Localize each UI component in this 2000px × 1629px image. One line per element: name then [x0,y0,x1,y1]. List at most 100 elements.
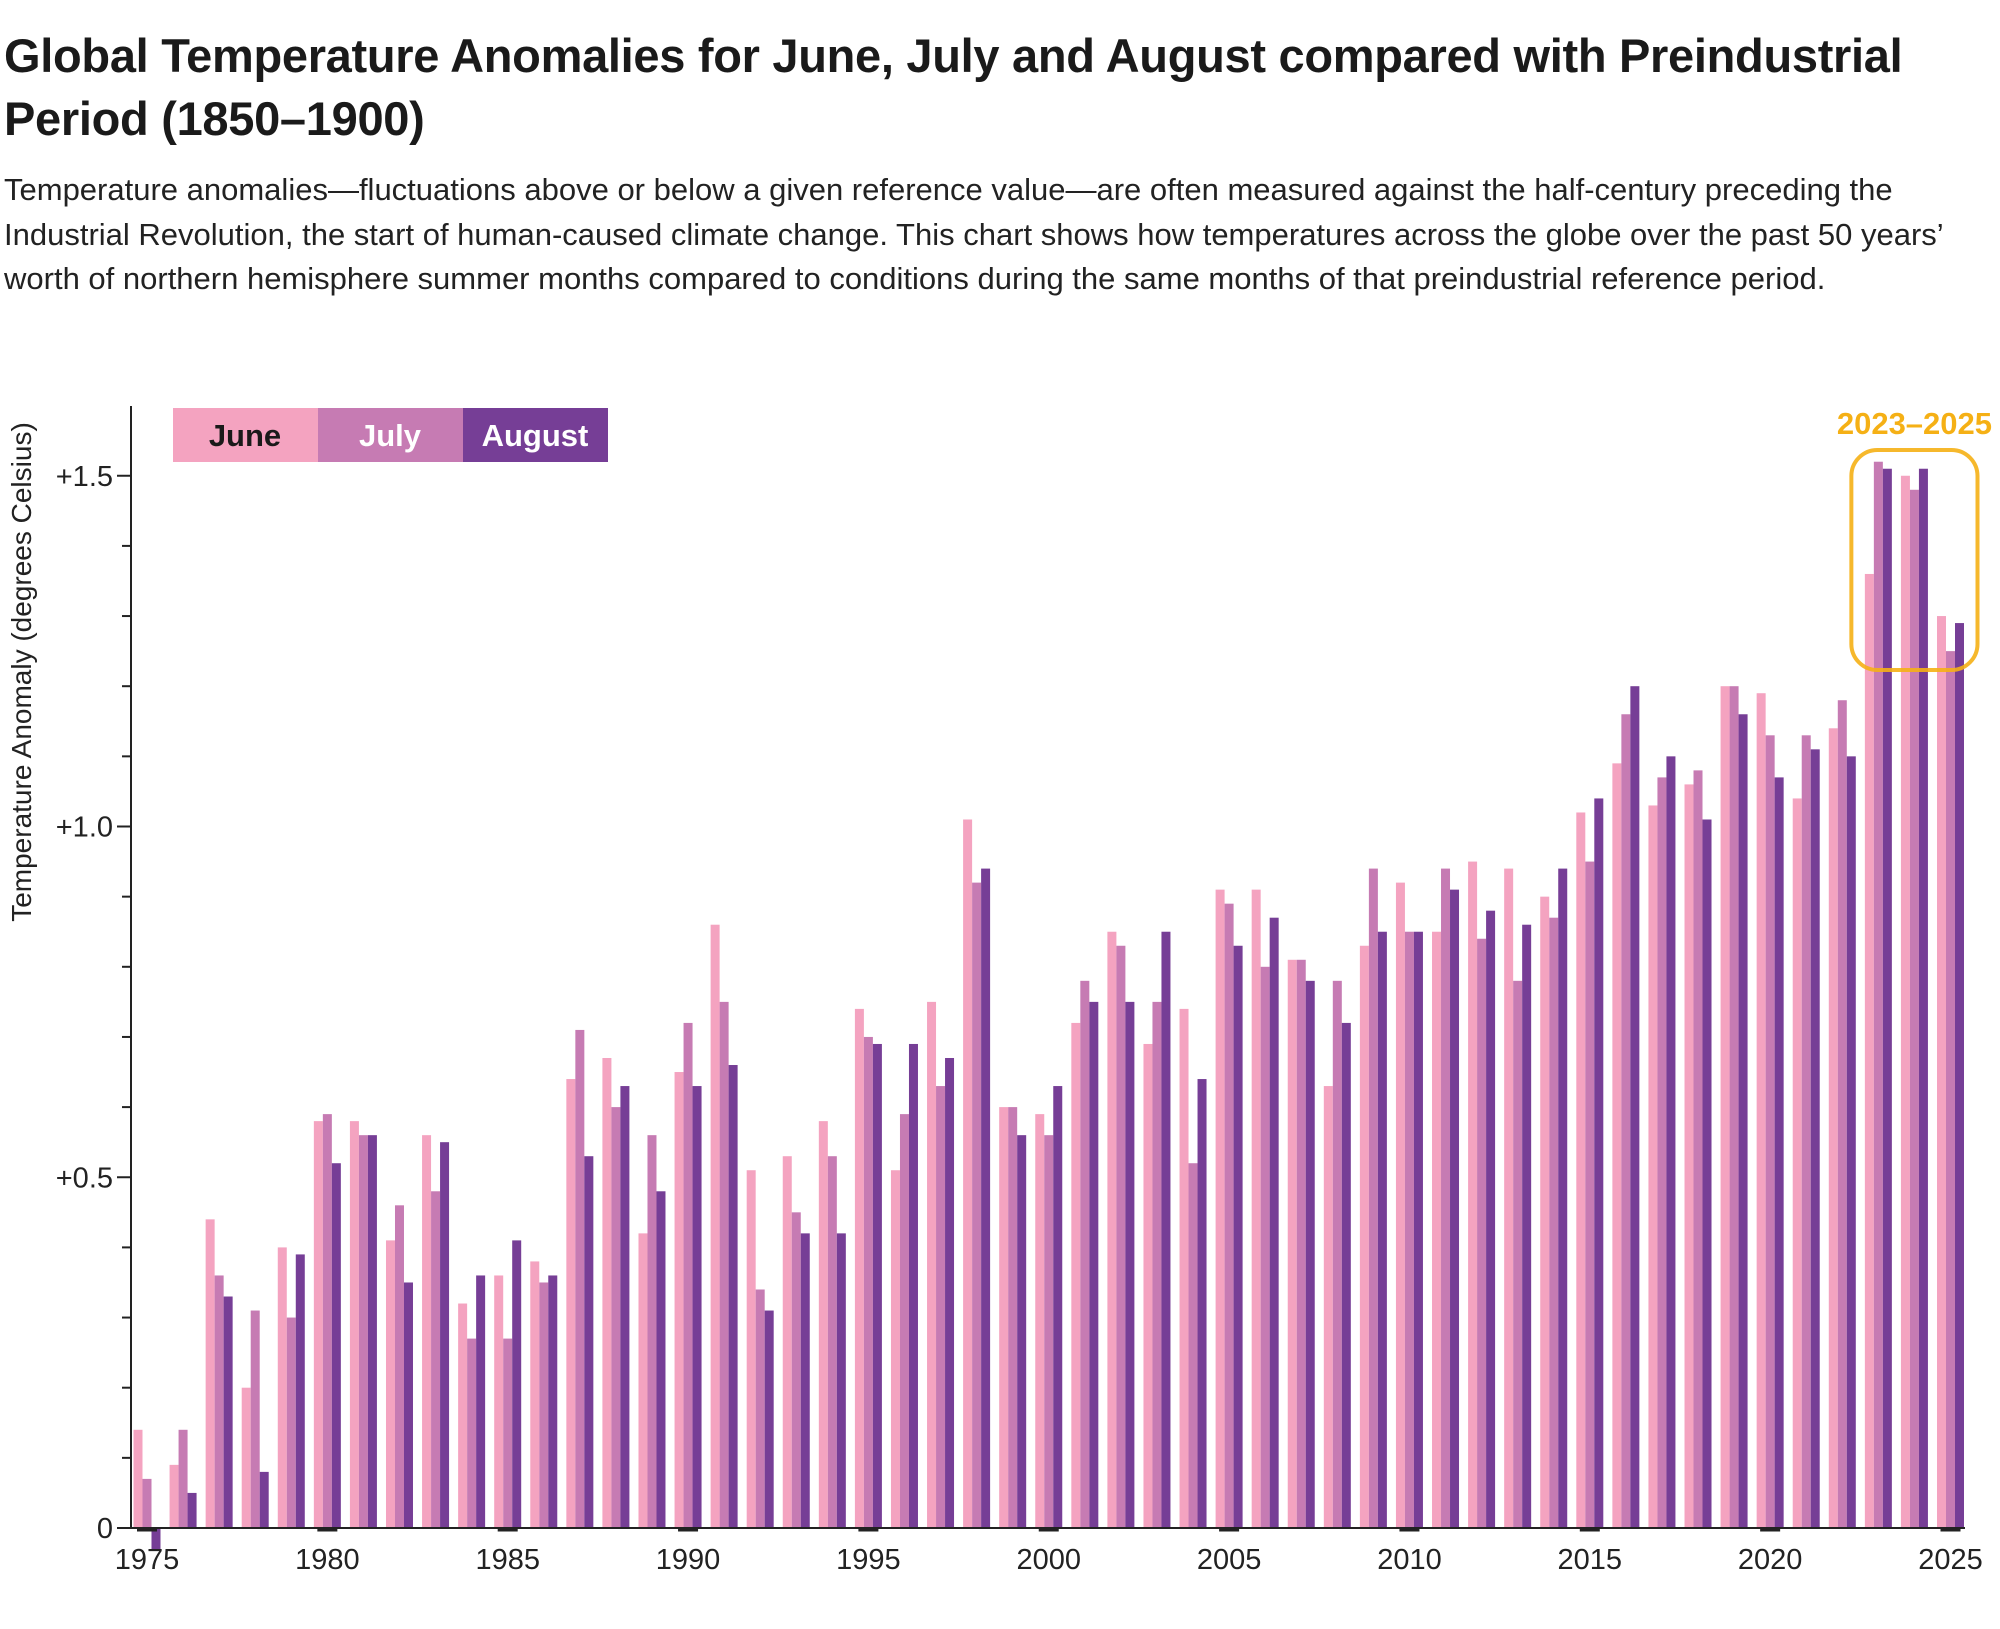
bar-august-2014 [1558,868,1568,1528]
bar-june-2020 [1756,693,1766,1528]
bar-july-2024 [1909,489,1919,1528]
bar-june-2015 [1576,812,1586,1528]
bar-july-1993 [791,1212,801,1528]
bar-june-2016 [1612,763,1622,1528]
bar-july-1976 [178,1429,188,1528]
bar-june-1983 [422,1135,432,1528]
bar-august-1993 [800,1233,810,1528]
x-tick-label: 2025 [1918,1544,1983,1576]
bar-july-2023 [1873,461,1883,1529]
bar-august-2005 [1233,945,1243,1528]
legend: June July August [173,408,608,462]
bar-august-1996 [908,1043,918,1528]
bar-june-2004 [1179,1008,1189,1528]
bar-august-1979 [295,1254,305,1528]
legend-label-june: June [209,418,281,453]
bar-june-2001 [1071,1022,1081,1528]
bar-august-1983 [440,1142,450,1528]
bar-august-2024 [1918,468,1928,1528]
bar-june-2010 [1395,882,1405,1528]
bar-july-1978 [250,1310,260,1528]
bar-july-2010 [1404,931,1414,1528]
bar-june-1977 [205,1219,215,1528]
bar-july-1995 [863,1036,873,1528]
legend-swatch-august [463,408,608,462]
bar-august-1994 [836,1233,846,1528]
bar-july-2000 [1044,1135,1054,1528]
bar-july-1997 [936,1086,946,1528]
bar-june-2011 [1432,931,1442,1528]
bar-july-1988 [611,1107,621,1528]
bar-june-2012 [1468,861,1478,1528]
bar-july-1975 [142,1478,152,1528]
bar-august-1991 [728,1065,738,1528]
bar-august-2015 [1594,798,1604,1528]
y-tick-label: 0 [97,1513,113,1545]
x-tick-label: 1990 [656,1544,721,1576]
bar-august-2021 [1810,749,1820,1528]
bar-august-1988 [620,1086,630,1528]
bar-august-1989 [656,1191,666,1528]
bar-june-2005 [1215,889,1225,1528]
bar-august-1984 [476,1275,486,1528]
bar-august-2012 [1486,910,1496,1528]
bar-june-1989 [638,1233,648,1528]
legend-label-august: August [482,418,589,453]
bar-july-2012 [1477,938,1487,1528]
bar-june-2014 [1540,896,1550,1528]
bar-july-2019 [1729,686,1739,1528]
bar-june-2024 [1900,475,1910,1528]
bar-july-2022 [1837,700,1847,1528]
bar-august-2001 [1089,1001,1099,1528]
bar-june-1999 [999,1107,1009,1528]
x-tick-label: 1995 [836,1544,901,1576]
bar-august-2018 [1702,819,1712,1528]
bar-august-2008 [1341,1022,1351,1528]
bar-august-1986 [548,1275,558,1528]
bar-june-1987 [566,1079,576,1528]
bar-july-2001 [1080,980,1090,1528]
bar-july-1979 [286,1317,296,1528]
bar-august-2003 [1161,931,1171,1528]
bar-august-2006 [1269,917,1279,1528]
bar-august-2009 [1377,931,1387,1528]
bar-june-2018 [1684,784,1694,1528]
x-tick-label: 1985 [475,1544,540,1576]
bar-june-1982 [385,1240,395,1528]
bar-june-2013 [1504,868,1514,1528]
bar-june-1996 [890,1170,900,1528]
bar-june-2009 [1359,945,1369,1528]
bar-july-2003 [1152,1001,1162,1528]
chart-title: Global Temperature Anomalies for June, J… [4,29,1903,145]
x-tick-label: 2005 [1197,1544,1262,1576]
bar-july-1987 [575,1029,585,1528]
bar-august-2020 [1774,777,1784,1528]
bar-august-1997 [945,1057,955,1528]
bar-august-2011 [1450,889,1460,1528]
highlight-label: 2023–2025 [1837,406,1992,441]
bar-june-2008 [1323,1086,1333,1528]
bar-june-2000 [1035,1114,1045,1528]
bar-june-1997 [927,1001,937,1528]
x-tick-label: 2015 [1558,1544,1623,1576]
bar-august-1985 [512,1240,522,1528]
bar-june-1978 [241,1387,251,1528]
bar-august-1990 [692,1086,702,1528]
bar-july-1982 [394,1205,404,1528]
bar-august-1981 [367,1135,377,1528]
bar-august-1980 [331,1163,341,1528]
bar-august-1995 [872,1043,882,1528]
bar-june-1991 [710,924,720,1528]
x-tick-label: 2010 [1377,1544,1442,1576]
bar-july-1990 [683,1022,693,1528]
bar-july-2006 [1260,966,1270,1528]
bar-july-2008 [1332,980,1342,1528]
legend-swatch-june [173,408,318,462]
bar-june-2007 [1287,959,1297,1528]
bar-june-1984 [458,1303,468,1528]
bar-june-1992 [746,1170,756,1528]
x-tick-label: 1975 [115,1544,180,1576]
bar-august-1982 [403,1282,413,1528]
y-tick-label: +1.5 [56,461,113,493]
chart-subtitle: Temperature anomalies—fluctuations above… [4,172,1943,296]
